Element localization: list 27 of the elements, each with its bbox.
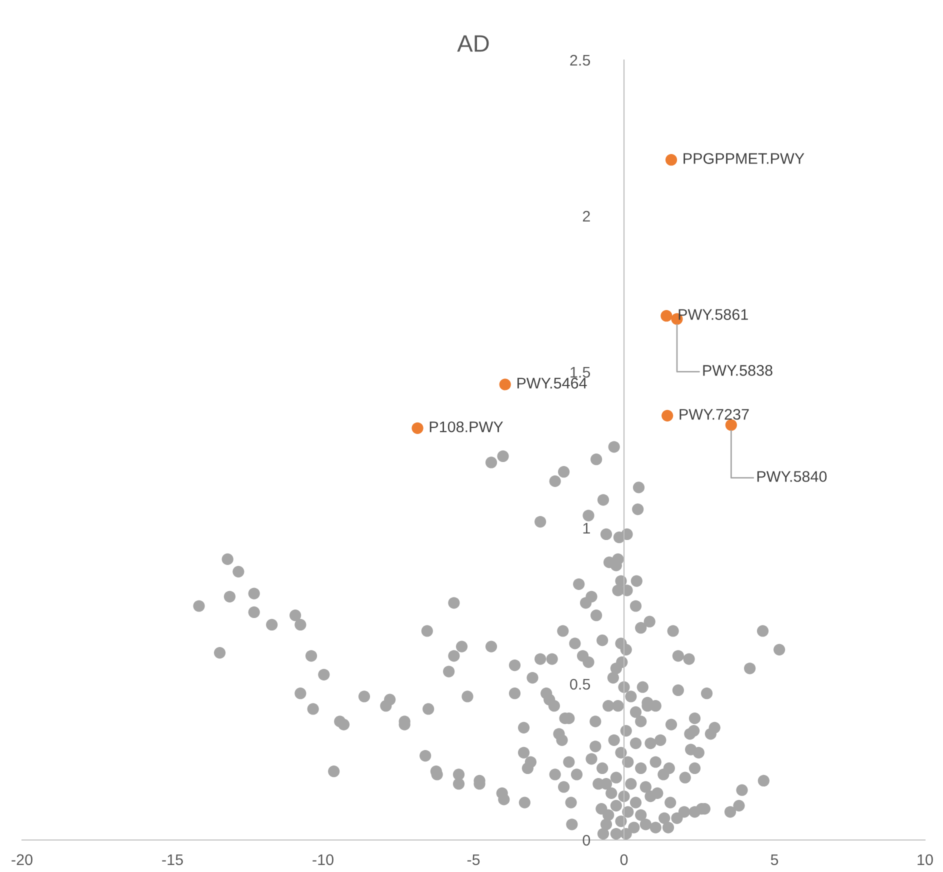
- x-tick-label: -15: [162, 854, 183, 866]
- annotation: PWY.5861: [678, 309, 748, 320]
- point: [499, 378, 511, 390]
- y-tick-label: 0.5: [570, 678, 590, 690]
- x-tick-label: -10: [312, 854, 334, 866]
- annotation: PPGPPMET.PWY: [684, 153, 804, 164]
- annotation: P108.PWY: [430, 421, 504, 432]
- annotation: PWY.7237: [680, 408, 749, 420]
- point: [665, 154, 678, 166]
- x-tick-label: 5: [770, 854, 778, 866]
- annotation: PWY.5838: [703, 365, 772, 376]
- point: [725, 419, 737, 431]
- y-tick-label: 1.5: [570, 367, 590, 378]
- y-tick-label: 0: [582, 834, 590, 846]
- annotation: PWY.5464: [517, 378, 587, 389]
- annotation: PWY.5840: [757, 471, 827, 482]
- chart-title: AD: [457, 35, 489, 52]
- y-tick-label: 2.5: [570, 54, 590, 66]
- x-tick-label: -5: [467, 854, 480, 866]
- point: [660, 310, 672, 322]
- x-tick-label: 10: [918, 854, 933, 866]
- point: [412, 422, 424, 434]
- y-tick-label: 2: [582, 210, 590, 222]
- x-tick-label: 0: [620, 854, 628, 866]
- x-tick-label: -20: [12, 854, 32, 866]
- y-tick-label: 1: [583, 523, 590, 534]
- point: [662, 410, 674, 422]
